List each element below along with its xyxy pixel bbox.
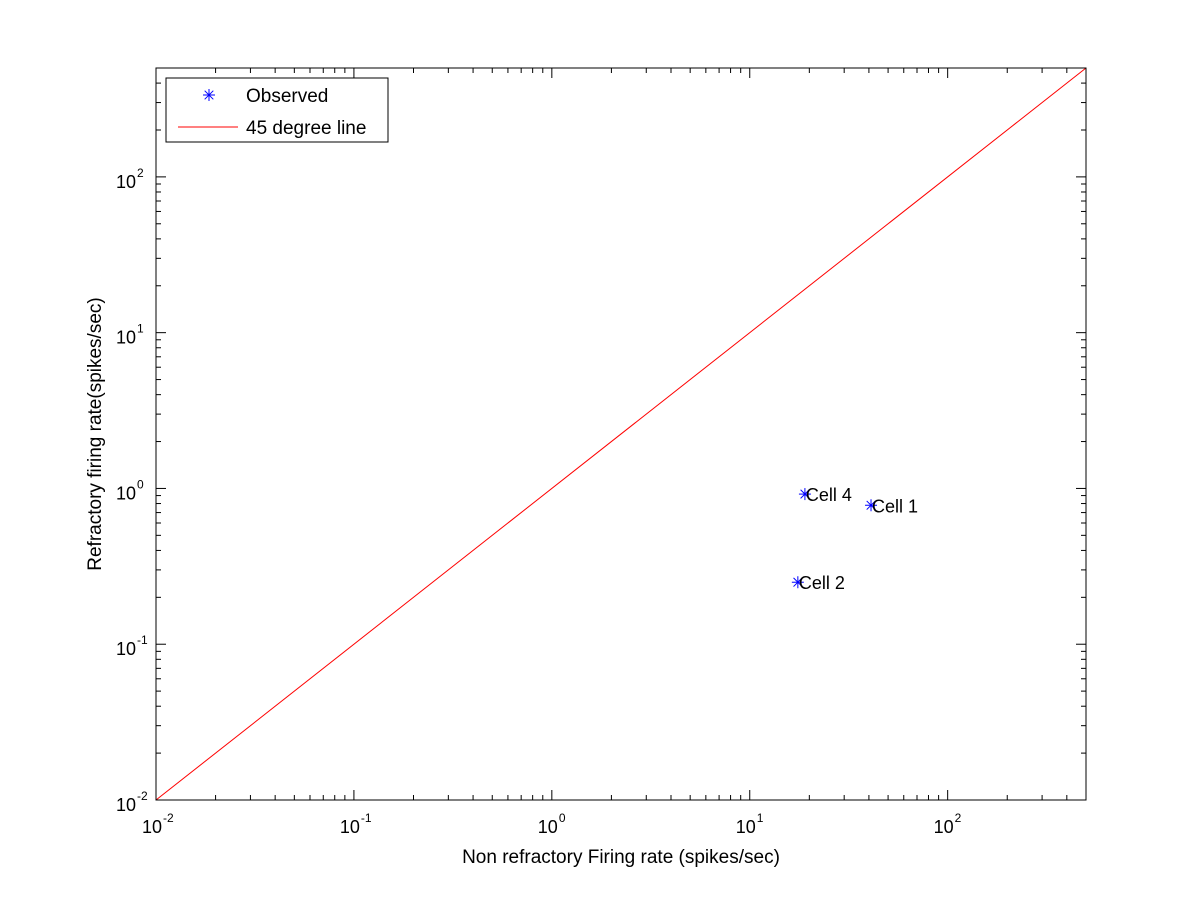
data-point <box>798 488 811 501</box>
y-tick-label: 10 <box>116 483 136 503</box>
x-tick-label: 10 <box>934 817 954 837</box>
x-tick-label: 10 <box>142 817 162 837</box>
x-axis-label: Non refractory Firing rate (spikes/sec) <box>462 847 780 868</box>
legend: Observed 45 degree line <box>165 77 389 143</box>
y-tick-exponent: 1 <box>137 322 144 336</box>
legend-box <box>165 77 389 143</box>
plot-frame <box>155 67 1087 801</box>
x-tick-exponent: -1 <box>361 811 372 825</box>
x-tick-label: 10 <box>538 817 558 837</box>
x-tick-exponent: -2 <box>163 811 174 825</box>
x-tick-exponent: 1 <box>757 811 764 825</box>
legend-label: Observed <box>246 86 328 107</box>
y-tick-exponent: 0 <box>137 477 144 491</box>
y-tick-exponent: -2 <box>137 789 148 803</box>
y-axis-label: Refractory firing rate(spikes/sec) <box>85 297 106 570</box>
y-tick-exponent: -1 <box>137 633 148 647</box>
data-point <box>791 576 804 589</box>
point-label: Cell 4 <box>806 485 852 505</box>
legend-label: 45 degree line <box>246 118 366 139</box>
data-point <box>865 499 878 512</box>
y-tick-label: 10 <box>116 795 136 815</box>
x-tick-label: 10 <box>340 817 360 837</box>
y-tick-exponent: 2 <box>137 166 144 180</box>
x-tick-exponent: 2 <box>955 811 962 825</box>
point-label: Cell 1 <box>872 496 918 516</box>
y-tick-label: 10 <box>116 639 136 659</box>
y-tick-label: 10 <box>116 328 136 348</box>
diagonal-line <box>155 67 1087 801</box>
point-label: Cell 2 <box>799 573 845 593</box>
legend-marker-asterisk <box>203 89 215 101</box>
y-tick-label: 10 <box>116 172 136 192</box>
x-tick-label: 10 <box>736 817 756 837</box>
x-tick-exponent: 0 <box>559 811 566 825</box>
